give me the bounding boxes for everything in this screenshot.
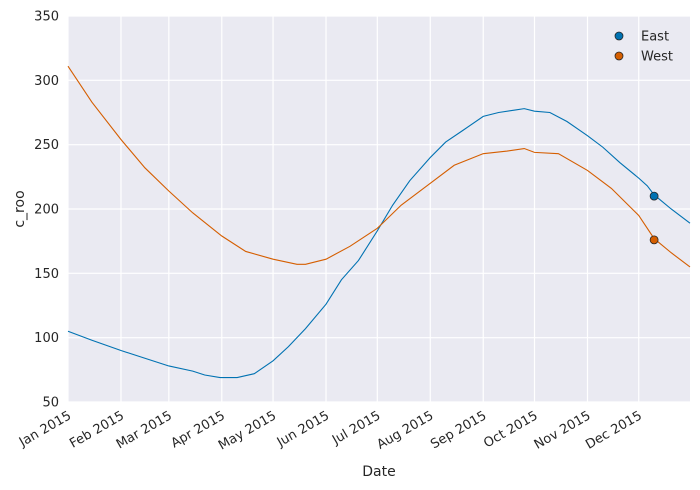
legend-marker-west — [614, 51, 624, 61]
legend-label-west: West — [641, 50, 673, 65]
legend-marker-east — [614, 31, 624, 41]
y-tick-label: 100 — [34, 331, 59, 346]
legend: East West — [614, 30, 673, 65]
series-marker-west — [649, 235, 659, 245]
series-line-east — [67, 108, 691, 379]
y-tick-label: 200 — [34, 203, 59, 218]
x-tick-label: Aug 2015 — [375, 408, 437, 452]
x-tick-label: Jan 2015 — [16, 408, 74, 450]
series-layer — [67, 65, 691, 379]
x-tick-label: Jun 2015 — [274, 408, 332, 450]
x-tick-label: May 2015 — [216, 408, 279, 453]
x-tick-label: Dec 2015 — [583, 408, 645, 452]
y-tick-label: 150 — [34, 267, 59, 282]
x-tick-label: Nov 2015 — [532, 408, 594, 452]
legend-label-east: East — [641, 30, 669, 45]
grid-lines — [67, 15, 690, 403]
series-marker-east — [649, 191, 659, 201]
y-tick-label: 300 — [34, 74, 59, 89]
y-tick-label: 350 — [34, 10, 59, 25]
y-tick-label: 250 — [34, 138, 59, 153]
y-axis-title: c_roo — [12, 190, 28, 227]
y-tick-label: 50 — [42, 396, 59, 411]
series-line-west — [67, 65, 691, 268]
x-tick-label: Oct 2015 — [481, 408, 540, 451]
y-axis-ticks: 50 100 150 200 250 300 350 — [34, 10, 59, 411]
x-tick-label: Sep 2015 — [428, 408, 489, 452]
x-axis-title: Date — [362, 464, 395, 480]
